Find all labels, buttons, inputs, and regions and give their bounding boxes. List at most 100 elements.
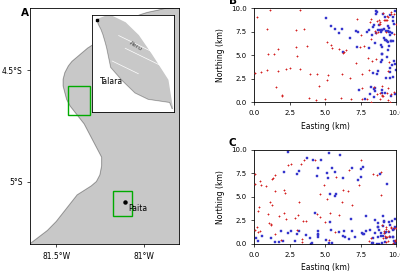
Point: [359, 72, 365, 76]
Point: [378, 60, 384, 64]
Point: [358, 167, 364, 171]
Point: [358, 33, 364, 37]
Point: [392, 217, 398, 222]
Point: [385, 24, 391, 28]
Point: [276, 240, 282, 244]
Point: [296, 8, 303, 12]
Point: [370, 236, 376, 240]
Point: [392, 238, 398, 243]
Point: [296, 229, 302, 234]
Point: [372, 31, 379, 36]
Point: [375, 69, 382, 73]
Point: [386, 30, 393, 34]
Point: [336, 153, 343, 157]
Point: [346, 168, 352, 173]
Point: [375, 30, 381, 34]
Point: [256, 204, 262, 209]
Point: [381, 36, 388, 41]
Point: [392, 226, 399, 230]
Point: [346, 237, 352, 241]
Point: [382, 231, 388, 235]
Point: [378, 193, 384, 197]
Point: [383, 18, 389, 22]
Point: [376, 241, 382, 246]
Point: [307, 236, 313, 241]
Point: [304, 156, 310, 160]
Point: [310, 157, 316, 162]
Bar: [68, 86, 90, 115]
Point: [369, 241, 376, 245]
X-axis label: Easting (km): Easting (km): [301, 122, 350, 131]
Point: [391, 238, 397, 243]
Point: [379, 94, 386, 98]
Point: [265, 212, 271, 216]
Point: [372, 89, 378, 93]
Point: [314, 211, 320, 216]
Point: [390, 15, 397, 19]
Point: [372, 29, 378, 33]
Point: [255, 239, 262, 243]
Point: [294, 231, 300, 236]
Point: [315, 166, 322, 170]
Point: [391, 12, 398, 16]
Point: [331, 194, 338, 199]
Point: [386, 30, 392, 35]
Point: [281, 211, 288, 215]
Point: [323, 16, 329, 20]
Point: [294, 54, 300, 58]
Point: [329, 241, 335, 245]
Point: [318, 157, 324, 162]
Point: [375, 235, 381, 239]
Point: [313, 98, 319, 102]
Point: [322, 220, 328, 224]
Point: [264, 52, 271, 56]
Point: [380, 234, 386, 238]
Y-axis label: Northing (km): Northing (km): [216, 170, 225, 224]
Point: [386, 60, 392, 64]
Point: [364, 30, 370, 34]
Point: [371, 87, 378, 91]
Point: [370, 240, 376, 245]
Point: [336, 47, 343, 51]
Point: [391, 62, 398, 66]
Point: [378, 44, 385, 49]
Point: [309, 241, 315, 246]
Point: [382, 38, 389, 42]
Point: [386, 12, 393, 17]
Point: [384, 182, 390, 186]
Point: [391, 90, 398, 94]
Point: [281, 188, 288, 192]
Point: [378, 84, 385, 89]
Point: [379, 88, 386, 92]
Point: [389, 219, 396, 223]
Point: [272, 232, 278, 236]
Point: [322, 96, 328, 101]
Point: [293, 45, 300, 49]
Point: [343, 48, 350, 52]
Polygon shape: [30, 8, 179, 244]
Point: [254, 225, 260, 230]
Point: [381, 219, 388, 223]
Point: [366, 67, 373, 72]
Point: [288, 162, 294, 166]
Point: [386, 44, 392, 48]
Point: [381, 239, 388, 244]
Point: [388, 39, 395, 44]
Point: [382, 234, 388, 238]
Point: [360, 44, 367, 48]
Point: [335, 31, 342, 35]
Point: [369, 33, 375, 37]
Point: [392, 238, 398, 242]
Point: [306, 95, 312, 100]
Point: [252, 182, 258, 186]
Point: [374, 225, 381, 229]
Point: [384, 29, 391, 33]
Point: [266, 221, 272, 225]
Point: [376, 23, 382, 27]
Point: [301, 27, 307, 31]
Point: [274, 47, 281, 51]
Point: [392, 9, 398, 13]
Point: [278, 237, 284, 242]
Point: [388, 63, 395, 67]
Point: [341, 235, 348, 240]
